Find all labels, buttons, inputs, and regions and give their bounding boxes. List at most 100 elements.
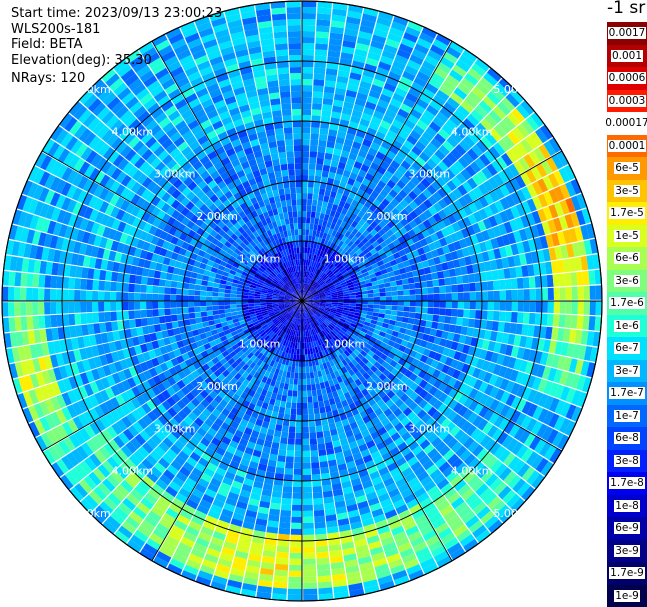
range-gate-cell bbox=[333, 179, 341, 187]
range-gate-cell bbox=[371, 476, 383, 486]
range-gate-cell bbox=[323, 329, 329, 335]
range-gate-cell bbox=[258, 329, 265, 335]
range-gate-cell bbox=[452, 64, 467, 77]
range-gate-cell bbox=[316, 563, 331, 571]
range-gate-cell bbox=[321, 350, 327, 357]
range-gate-cell bbox=[288, 582, 302, 589]
range-gate-cell bbox=[348, 582, 364, 592]
range-gate-cell bbox=[134, 433, 146, 446]
range-gate-cell bbox=[407, 277, 415, 284]
range-gate-cell bbox=[357, 353, 365, 361]
range-gate-cell bbox=[365, 460, 376, 469]
range-gate-cell bbox=[331, 302, 338, 305]
range-gate-cell bbox=[347, 313, 355, 318]
range-gate-cell bbox=[409, 301, 416, 307]
range-gate-cell bbox=[172, 552, 188, 565]
range-gate-cell bbox=[488, 146, 501, 160]
range-gate-cell bbox=[302, 438, 310, 445]
range-gate-cell bbox=[206, 360, 215, 368]
range-gate-cell bbox=[582, 315, 590, 330]
range-gate-cell bbox=[279, 521, 291, 529]
range-gate-cell bbox=[379, 530, 393, 541]
range-gate-cell bbox=[466, 327, 474, 337]
range-gate-cell bbox=[230, 293, 237, 298]
range-gate-cell bbox=[499, 197, 510, 210]
range-gate-cell bbox=[302, 325, 304, 331]
range-gate-cell bbox=[303, 564, 317, 571]
range-gate-cell bbox=[304, 253, 307, 260]
range-gate-cell bbox=[310, 279, 314, 286]
range-gate-cell bbox=[286, 307, 293, 312]
range-gate-cell bbox=[302, 384, 307, 391]
range-gate-cell bbox=[115, 466, 129, 480]
range-gate-cell bbox=[439, 308, 446, 316]
range-gate-cell bbox=[521, 486, 536, 501]
range-gate-cell bbox=[480, 136, 493, 150]
range-gate-cell bbox=[182, 289, 189, 295]
range-gate-cell bbox=[344, 341, 351, 348]
range-gate-cell bbox=[287, 315, 292, 321]
range-gate-cell bbox=[302, 127, 311, 134]
range-gate-cell bbox=[462, 374, 472, 385]
range-gate-cell bbox=[383, 184, 393, 194]
range-gate-cell bbox=[242, 356, 250, 364]
range-gate-cell bbox=[185, 526, 200, 537]
range-gate-cell bbox=[441, 262, 449, 271]
range-gate-cell bbox=[423, 327, 432, 335]
range-gate-cell bbox=[352, 245, 360, 253]
range-gate-cell bbox=[14, 272, 22, 287]
range-gate-cell bbox=[317, 200, 323, 207]
range-gate-cell bbox=[156, 403, 167, 415]
range-gate-cell bbox=[512, 459, 526, 474]
range-gate-cell bbox=[499, 290, 506, 301]
range-gate-cell bbox=[503, 268, 511, 279]
range-gate-cell bbox=[224, 297, 231, 301]
range-gate-cell bbox=[408, 440, 420, 451]
range-gate-cell bbox=[48, 446, 61, 462]
range-gate-cell bbox=[39, 416, 51, 432]
range-gate-cell bbox=[411, 81, 425, 93]
range-gate-cell bbox=[316, 389, 322, 396]
range-gate-cell bbox=[510, 243, 519, 256]
range-gate-cell bbox=[204, 488, 217, 499]
range-gate-cell bbox=[325, 68, 338, 76]
range-gate-cell bbox=[195, 317, 203, 324]
range-gate-cell bbox=[429, 121, 441, 133]
range-gate-cell bbox=[392, 184, 402, 194]
range-gate-cell bbox=[374, 369, 383, 377]
range-gate-cell bbox=[134, 310, 141, 319]
range-gate-cell bbox=[61, 421, 74, 436]
range-gate-cell bbox=[406, 564, 422, 575]
range-gate-cell bbox=[403, 306, 410, 312]
range-gate-cell bbox=[187, 411, 198, 422]
range-gate-cell bbox=[442, 245, 451, 255]
range-gate-cell bbox=[252, 449, 262, 458]
range-gate-cell bbox=[395, 212, 405, 222]
range-gate-cell bbox=[333, 148, 342, 156]
range-gate-cell bbox=[387, 462, 398, 472]
range-gate-cell bbox=[420, 475, 433, 487]
range-gate-cell bbox=[525, 116, 540, 131]
range-gate-cell bbox=[414, 43, 429, 55]
range-gate-cell bbox=[425, 507, 440, 519]
range-gate-cell bbox=[213, 282, 220, 288]
range-gate-cell bbox=[291, 516, 302, 523]
range-gate-cell bbox=[219, 346, 227, 354]
range-gate-cell bbox=[271, 333, 278, 340]
range-gate-cell bbox=[576, 315, 584, 330]
range-gate-cell bbox=[333, 198, 341, 206]
range-gate-cell bbox=[231, 434, 241, 444]
range-gate-cell bbox=[383, 155, 393, 165]
range-gate-cell bbox=[363, 579, 379, 589]
range-gate-cell bbox=[224, 289, 231, 294]
range-gate-cell bbox=[381, 140, 392, 150]
range-gate-cell bbox=[269, 353, 275, 360]
range-gate-cell bbox=[316, 286, 323, 292]
range-gate-cell bbox=[397, 295, 404, 301]
range-gate-cell bbox=[418, 325, 426, 334]
range-gate-cell bbox=[445, 293, 452, 301]
range-gate-cell bbox=[498, 467, 512, 481]
range-gate-cell bbox=[315, 37, 329, 45]
range-gate-cell bbox=[568, 257, 577, 272]
range-gate-cell bbox=[425, 320, 433, 328]
